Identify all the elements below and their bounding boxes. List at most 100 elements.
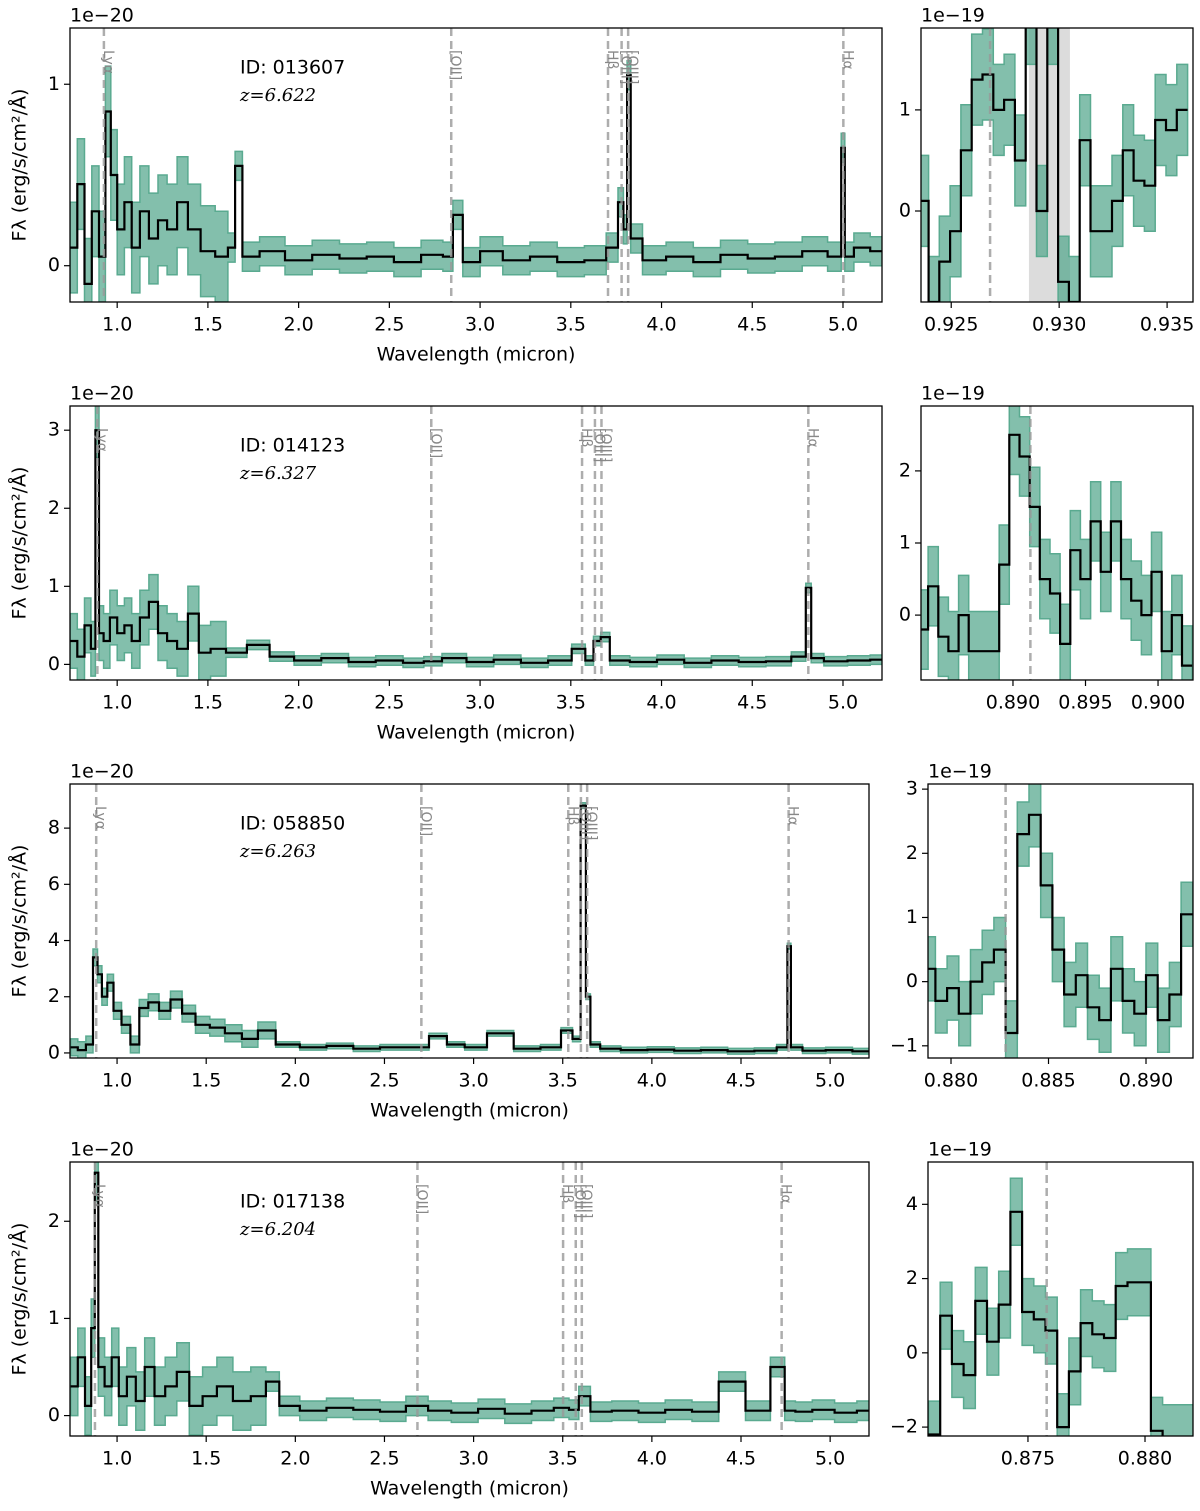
y-tick-label: 0: [48, 254, 60, 276]
emission-line-label: [OIII]: [591, 428, 607, 462]
y-tick-label: 1: [48, 575, 60, 597]
x-tick-label: 4.5: [737, 314, 767, 336]
x-tick-label: 4.0: [637, 1070, 667, 1092]
offset-label: 1e−19: [921, 383, 985, 405]
x-tick-label: 2.0: [280, 1070, 310, 1092]
y-tick-label: 0: [906, 1341, 918, 1363]
plot-area: [70, 784, 869, 1058]
error-band: [928, 784, 1193, 1058]
axes-frame: [927, 1161, 1194, 1437]
offset-label: 1e−20: [70, 383, 134, 405]
y-tick-label: 2: [906, 1267, 918, 1289]
emission-line-label: [OIII]: [624, 50, 640, 84]
error-band: [70, 1162, 869, 1436]
x-tick-label: 1.5: [193, 692, 223, 714]
axes-frame: [69, 783, 870, 1059]
spectrum-line: [70, 429, 882, 664]
object-id: ID: 014123: [240, 435, 345, 457]
x-tick-label: 0.890: [986, 692, 1040, 714]
y-axis-label: Fλ (erg/s/cm²/Å): [8, 1223, 31, 1376]
emission-line-label: [OIII]: [578, 1184, 594, 1218]
emission-line-label: Hα: [804, 428, 820, 448]
offset-label: 1e−20: [70, 1139, 134, 1161]
y-tick-label: 1: [906, 906, 918, 928]
plot-area: [921, 28, 1189, 302]
offset-label: 1e−19: [921, 5, 985, 27]
x-tick-label: 0.935: [1140, 314, 1194, 336]
emission-line-label: Hβ: [578, 428, 594, 447]
emission-line-label: [OII]: [417, 806, 433, 836]
y-tick-label: 0: [906, 970, 918, 992]
x-tick-label: 0.890: [1119, 1070, 1173, 1092]
y-tick-label: 2: [48, 497, 60, 519]
x-tick-label: 4.5: [737, 692, 767, 714]
emission-line-label: Lyα: [92, 806, 108, 830]
y-tick-label: 1: [899, 98, 911, 120]
x-tick-label: 2.5: [374, 314, 404, 336]
spectrum-line: [70, 804, 869, 1053]
x-tick-label: 0.895: [1058, 692, 1112, 714]
emission-line-label: Lyα: [91, 1184, 107, 1208]
object-id: ID: 013607: [240, 57, 345, 79]
y-tick-label: 0: [899, 604, 911, 626]
x-tick-label: 2.0: [284, 692, 314, 714]
x-tick-label: 3.5: [548, 1448, 578, 1470]
emission-line-label: [OIII]: [618, 50, 634, 84]
spectrum-line: [928, 813, 1193, 1035]
y-tick-label: 6: [48, 873, 60, 895]
spectrum-line: [921, 28, 1188, 302]
plot-area: [928, 1162, 1193, 1436]
x-tick-label: 1.0: [102, 314, 132, 336]
emission-line-label: Hβ: [559, 1184, 575, 1203]
x-tick-label: 0.880: [924, 1070, 978, 1092]
y-tick-label: 2: [906, 842, 918, 864]
emission-line-label: Hβ: [604, 50, 620, 69]
emission-line-label: Hβ: [564, 806, 580, 825]
offset-label: 1e−19: [928, 1139, 992, 1161]
y-axis-label: Fλ (erg/s/cm²/Å): [8, 845, 31, 998]
y-tick-label: 8: [48, 817, 60, 839]
y-tick-label: 2: [48, 985, 60, 1007]
y-tick-label: 0: [48, 1404, 60, 1426]
x-tick-label: 5.0: [828, 314, 858, 336]
error-band: [70, 59, 882, 302]
y-tick-label: 4: [906, 1193, 918, 1215]
spectrum-line: [928, 1210, 1164, 1436]
x-tick-label: 4.5: [726, 1070, 756, 1092]
emission-line-label: [OIII]: [572, 1184, 588, 1218]
redshift: z=6.327: [239, 463, 317, 484]
x-tick-label: 3.0: [465, 692, 495, 714]
x-tick-label: 0.885: [1021, 1070, 1075, 1092]
x-tick-label: 4.0: [646, 314, 676, 336]
x-tick-label: 0.880: [1118, 1448, 1172, 1470]
x-axis-label: Wavelength (micron): [377, 722, 576, 744]
x-tick-label: 4.0: [637, 1448, 667, 1470]
emission-line-label: Hα: [785, 806, 801, 826]
y-tick-label: 0: [48, 1041, 60, 1063]
x-tick-label: 2.0: [284, 314, 314, 336]
x-tick-label: 2.5: [374, 692, 404, 714]
plot-area: [921, 406, 1193, 680]
axes-frame: [69, 405, 883, 681]
y-tick-label: 1: [899, 532, 911, 554]
error-band: [70, 406, 882, 680]
y-axis-label: Fλ (erg/s/cm²/Å): [8, 467, 31, 620]
x-tick-label: 3.0: [458, 1448, 488, 1470]
spectrum-line: [921, 433, 1193, 667]
error-band: [928, 1177, 1193, 1436]
x-axis-label: Wavelength (micron): [370, 1100, 569, 1122]
x-tick-label: 3.5: [556, 314, 586, 336]
x-tick-label: 0.875: [1001, 1448, 1055, 1470]
x-tick-label: 3.0: [458, 1070, 488, 1092]
emission-line-label: Hα: [778, 1184, 794, 1204]
x-tick-label: 1.5: [193, 314, 223, 336]
error-band: [70, 802, 869, 1058]
x-tick-label: 4.0: [646, 692, 676, 714]
object-id: ID: 058850: [240, 813, 345, 835]
y-tick-label: 0: [48, 653, 60, 675]
x-tick-label: 2.5: [369, 1070, 399, 1092]
emission-line-label: Lyα: [100, 50, 116, 74]
y-tick-label: 3: [48, 419, 60, 441]
x-tick-label: 0.900: [1131, 692, 1185, 714]
